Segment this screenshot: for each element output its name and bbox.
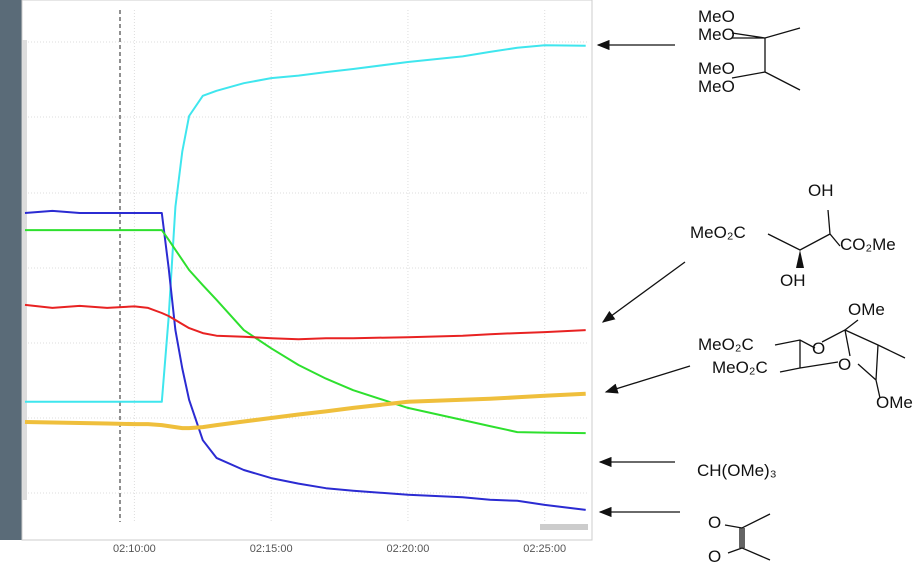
h-scrollbar	[540, 524, 588, 530]
structure-label: MeO	[698, 59, 735, 78]
structure-label: MeO	[698, 25, 735, 44]
x-tick-label: 02:10:00	[113, 543, 156, 555]
side-strip	[0, 0, 22, 540]
structure-label: O	[812, 339, 825, 358]
plot-area	[21, 0, 593, 541]
structure-label: OMe	[848, 300, 885, 319]
structure-label: CO₂Me	[840, 235, 896, 254]
x-tick-label: 02:25:00	[523, 543, 566, 555]
structure-bonds	[724, 27, 906, 561]
structure-label: MeO	[698, 7, 735, 26]
lines	[24, 44, 586, 511]
structure-label: O	[838, 355, 851, 374]
structure-label: MeO₂C	[690, 223, 746, 242]
structure-label: MeO₂C	[698, 335, 754, 354]
series-line	[24, 303, 586, 341]
scrollbar	[22, 40, 27, 500]
series-line	[25, 44, 586, 403]
x-tick-label: 02:15:00	[250, 543, 293, 555]
structure-label: O	[708, 513, 721, 532]
arrow	[604, 365, 691, 394]
structure-label: CH(OMe)₃	[697, 461, 777, 480]
series-line	[24, 209, 586, 511]
structure-label: OMe	[876, 393, 913, 412]
series-line	[25, 229, 586, 435]
structure-label: MeO₂C	[712, 358, 768, 377]
structure-label: OH	[780, 271, 806, 290]
structure-label: O	[708, 547, 721, 565]
arrow	[601, 261, 686, 323]
series-line	[24, 391, 586, 431]
grid	[25, 10, 588, 522]
x-tick-label: 02:20:00	[387, 543, 430, 555]
structure-label: MeO	[698, 77, 735, 96]
structure-label: OH	[808, 181, 834, 200]
